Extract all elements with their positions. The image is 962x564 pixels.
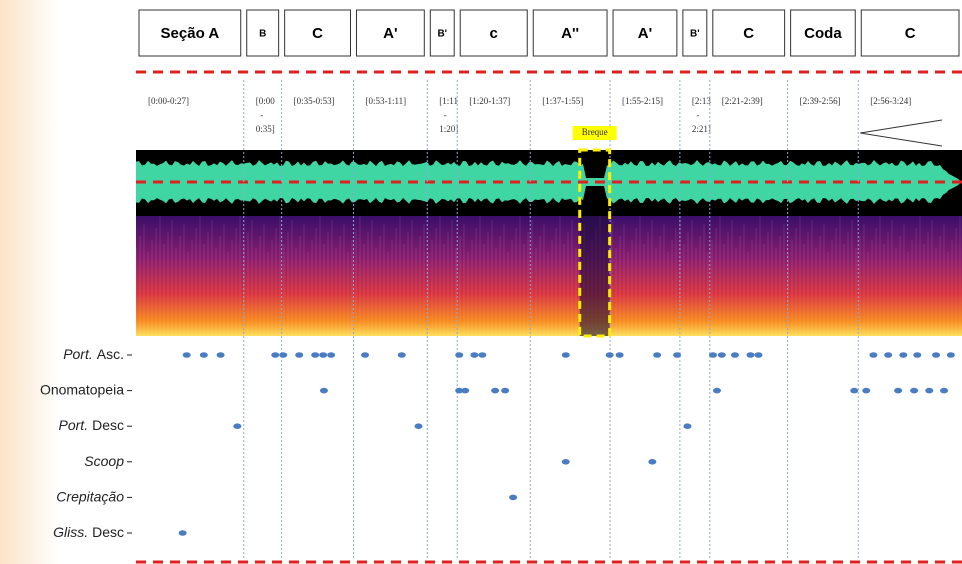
background-tint <box>0 0 60 564</box>
time-range: - <box>696 110 699 120</box>
event-dot <box>713 388 721 394</box>
event-dot <box>501 388 509 394</box>
row-label-text: Desc <box>92 524 124 540</box>
time-range: [2:56-3:24] <box>870 96 911 106</box>
event-dot <box>850 388 858 394</box>
event-dot <box>179 530 187 536</box>
event-dot <box>894 388 902 394</box>
section-label: c <box>490 25 498 42</box>
event-dot <box>311 352 319 358</box>
event-dot <box>279 352 287 358</box>
row-label: Port.Desc <box>59 417 124 433</box>
event-dot <box>884 352 892 358</box>
time-range: [1:20-1:37] <box>469 96 510 106</box>
section-label: Coda <box>804 25 842 42</box>
section-label: B' <box>690 29 700 40</box>
event-dot <box>940 388 948 394</box>
time-range: [2:39-2:56] <box>800 96 841 106</box>
event-dot <box>319 352 327 358</box>
time-range: 0:35] <box>256 124 275 134</box>
event-dot <box>217 352 225 358</box>
event-dot <box>862 388 870 394</box>
event-dot <box>461 388 469 394</box>
event-dot <box>271 352 279 358</box>
event-dot <box>183 352 191 358</box>
event-dot <box>320 388 328 394</box>
time-range: [0:53-1:11] <box>365 96 406 106</box>
time-range: - <box>260 110 263 120</box>
row-label-italic: Gliss. <box>53 524 88 540</box>
row-label: Port.Asc. <box>63 346 124 362</box>
event-dot <box>913 352 921 358</box>
event-dot <box>200 352 208 358</box>
section-label: A' <box>383 25 397 42</box>
section-label: C <box>743 25 754 42</box>
time-range: [0:35-0:53] <box>294 96 335 106</box>
event-dot <box>233 423 241 429</box>
row-label-italic: Port. <box>63 346 93 362</box>
event-dot <box>673 352 681 358</box>
event-dot <box>455 352 463 358</box>
section-label: Seção A <box>161 25 220 42</box>
event-dot <box>562 352 570 358</box>
section-label: A' <box>638 25 652 42</box>
row-label: Crepitação <box>56 488 124 504</box>
event-dot <box>869 352 877 358</box>
event-dot <box>747 352 755 358</box>
event-dot <box>398 352 406 358</box>
event-dot <box>415 423 423 429</box>
row-label-italic: Scoop <box>84 453 124 469</box>
breque-shade <box>580 216 610 336</box>
time-range: 1:20] <box>439 124 458 134</box>
row-label: Gliss.Desc <box>53 524 124 540</box>
time-range: [0:00-0:27] <box>148 96 189 106</box>
event-dot <box>932 352 940 358</box>
breque-label: Breque <box>582 127 608 137</box>
row-label: Scoop <box>84 453 124 469</box>
section-label: B' <box>437 29 447 40</box>
event-dot <box>562 459 570 465</box>
decrescendo-hairpin <box>860 120 942 146</box>
event-dot <box>754 352 762 358</box>
row-label: Onomatopeia <box>40 381 124 397</box>
time-range: [1:37-1:55] <box>542 96 583 106</box>
event-dot <box>648 459 656 465</box>
time-range: 2:21] <box>692 124 711 134</box>
row-label-text: Asc. <box>97 346 124 362</box>
event-dot <box>947 352 955 358</box>
row-label-italic: Port. <box>59 417 89 433</box>
row-label-text: Desc <box>92 417 124 433</box>
event-dot <box>899 352 907 358</box>
event-dot <box>491 388 499 394</box>
event-dot <box>683 423 691 429</box>
event-dot <box>718 352 726 358</box>
event-dot <box>616 352 624 358</box>
time-range: [1:55-2:15] <box>622 96 663 106</box>
section-label: A'' <box>561 25 579 42</box>
figure: Seção A [0:00-0:27] B [0:00 - 0:35] C [0:35-0:5… <box>0 0 962 564</box>
event-dot <box>478 352 486 358</box>
time-range: [2:13 <box>692 96 711 106</box>
section-label: C <box>312 25 323 42</box>
event-dot <box>361 352 369 358</box>
time-range: [2:21-2:39] <box>722 96 763 106</box>
event-dot <box>910 388 918 394</box>
event-dot <box>509 495 517 501</box>
event-dot <box>295 352 303 358</box>
time-range: - <box>444 110 447 120</box>
section-label: B <box>259 29 266 40</box>
time-range: [0:00 <box>256 96 275 106</box>
section-label: C <box>905 25 916 42</box>
time-range: [1:11 <box>439 96 458 106</box>
event-dot <box>327 352 335 358</box>
page: Seção A [0:00-0:27] B [0:00 - 0:35] C [0:35-0:5… <box>0 0 962 564</box>
row-label-text: Onomatopeia <box>40 381 124 397</box>
event-dot <box>653 352 661 358</box>
event-dot <box>925 388 933 394</box>
event-dot <box>731 352 739 358</box>
event-dot <box>606 352 614 358</box>
event-dot <box>470 352 478 358</box>
row-label-italic: Crepitação <box>56 488 124 504</box>
event-dot <box>709 352 717 358</box>
